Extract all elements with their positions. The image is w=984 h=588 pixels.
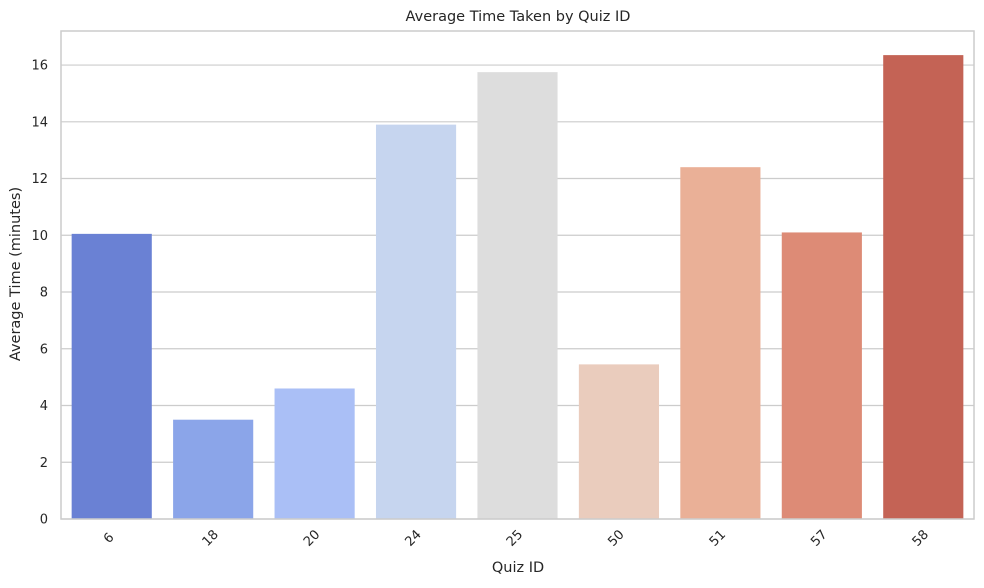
bar-quiz-51: [680, 167, 761, 520]
bar-quiz-58: [883, 55, 964, 520]
x-tick-label: 18: [200, 527, 222, 549]
y-axis-label: Average Time (minutes): [8, 187, 24, 361]
y-tick-label: 10: [31, 229, 48, 244]
y-tick-label: 0: [40, 513, 48, 528]
x-tick-label: 57: [808, 527, 830, 549]
y-tick-label: 8: [40, 286, 48, 301]
bar-quiz-50: [578, 364, 660, 519]
bar-quiz-18: [173, 419, 254, 519]
x-axis-label: Quiz ID: [492, 560, 544, 576]
y-tick-label: 4: [40, 399, 48, 414]
chart-title: Average Time Taken by Quiz ID: [406, 9, 631, 25]
x-tick-label: 58: [910, 527, 932, 549]
plot-border: [60, 30, 975, 520]
bar-quiz-24: [375, 124, 457, 520]
bar-quiz-25: [477, 72, 558, 520]
y-tick-label: 6: [40, 342, 48, 357]
x-tick-label: 50: [605, 527, 627, 549]
x-tick-labels: 6 18 20 24 25 50 51 57 58: [101, 527, 932, 549]
y-tick-labels: 0 2 4 6 8 10 12 14 16: [31, 59, 48, 528]
plot-frame: [60, 30, 975, 520]
y-tick-label: 14: [31, 115, 48, 130]
x-tick-label: 24: [402, 527, 424, 549]
bar-quiz-57: [781, 232, 862, 519]
y-tick-label: 16: [31, 59, 48, 74]
y-tick-label: 12: [31, 172, 48, 187]
bar-quiz-6: [71, 233, 152, 519]
y-tick-label: 2: [40, 456, 48, 471]
bars: [71, 55, 964, 520]
x-tick-label: 51: [707, 527, 729, 549]
x-tick-label: 6: [101, 530, 117, 546]
x-tick-label: 25: [504, 527, 526, 549]
x-tick-label: 20: [301, 527, 323, 549]
bar-quiz-20: [274, 388, 355, 519]
